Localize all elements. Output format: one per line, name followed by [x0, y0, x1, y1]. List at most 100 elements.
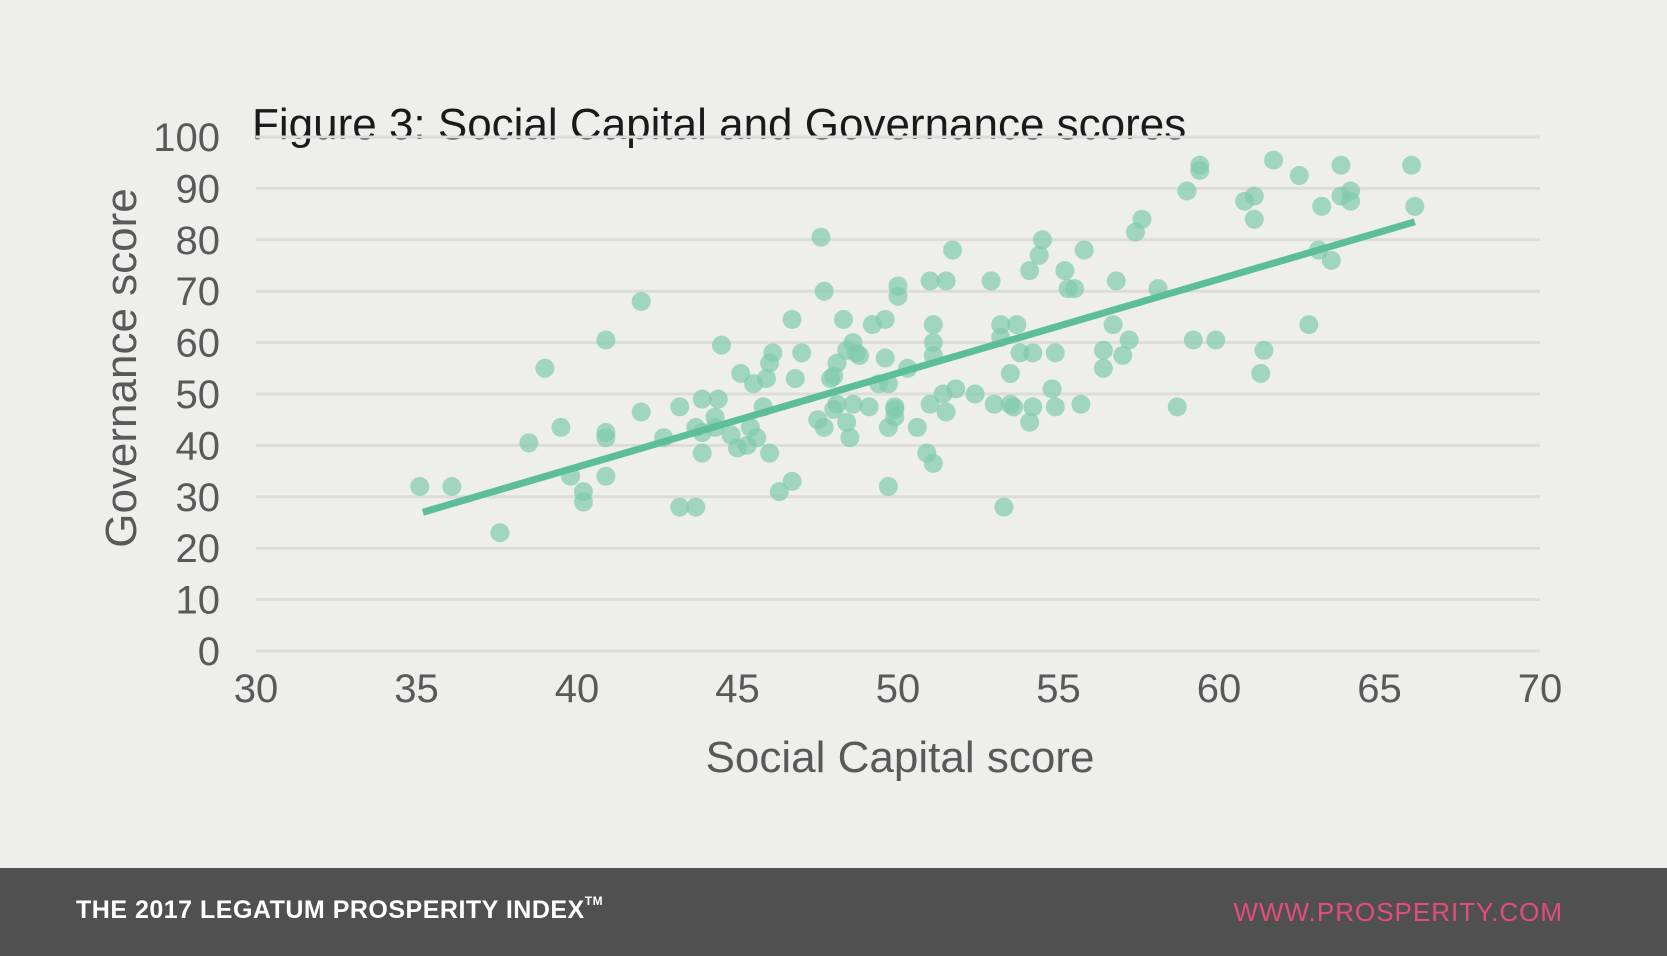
data-point — [1405, 196, 1425, 216]
data-point — [782, 309, 802, 329]
trendline-group — [421, 218, 1416, 516]
data-point — [410, 477, 430, 497]
data-points — [410, 150, 1425, 543]
data-point — [769, 482, 789, 502]
data-point — [747, 428, 767, 448]
data-point — [596, 466, 616, 486]
data-point — [1000, 363, 1020, 383]
data-point — [1032, 230, 1052, 250]
data-point — [811, 227, 831, 247]
data-point — [692, 443, 712, 463]
data-point — [1103, 315, 1123, 335]
footer-brand-text: THE 2017 LEGATUM PROSPERITY INDEX — [76, 896, 585, 924]
data-point — [907, 417, 927, 437]
data-point — [888, 276, 908, 296]
data-point — [763, 343, 783, 363]
data-point — [885, 407, 905, 427]
scatter-chart: Figure 3: Social Capital and Governance … — [97, 100, 1563, 782]
data-point — [923, 315, 943, 335]
y-tick-label: 70 — [176, 270, 221, 314]
grid-lines — [256, 135, 1540, 653]
y-tick-label: 10 — [176, 579, 221, 623]
x-tick-label: 40 — [555, 667, 600, 711]
data-point — [785, 369, 805, 389]
data-point — [946, 379, 966, 399]
data-point — [1289, 166, 1309, 186]
y-tick-label: 30 — [176, 476, 221, 520]
data-point — [756, 369, 776, 389]
data-point — [686, 497, 706, 517]
data-point — [1074, 240, 1094, 260]
data-point — [920, 271, 940, 291]
data-point — [859, 397, 879, 417]
data-point — [1023, 343, 1043, 363]
data-point — [442, 477, 462, 497]
data-point — [1190, 160, 1210, 180]
data-point — [708, 389, 728, 409]
data-point — [731, 363, 751, 383]
data-point — [1023, 397, 1043, 417]
data-point — [943, 240, 963, 260]
data-point — [490, 523, 510, 543]
data-point — [1183, 330, 1203, 350]
x-tick-label: 70 — [1518, 667, 1563, 711]
chart-title: Figure 3: Social Capital and Governance … — [252, 100, 1186, 149]
data-point — [814, 417, 834, 437]
data-point — [670, 497, 690, 517]
x-tick-label: 30 — [234, 667, 279, 711]
data-point — [827, 394, 847, 414]
data-point — [1244, 186, 1264, 206]
data-point — [1004, 397, 1024, 417]
data-point — [875, 309, 895, 329]
data-point — [792, 343, 812, 363]
data-point — [1042, 379, 1062, 399]
y-tick-label: 20 — [176, 527, 221, 571]
data-point — [1341, 191, 1361, 211]
data-point — [1177, 181, 1197, 201]
x-tick-label: 60 — [1197, 667, 1242, 711]
data-point — [1206, 330, 1226, 350]
data-point — [596, 428, 616, 448]
data-point — [984, 394, 1004, 414]
data-point — [849, 345, 869, 365]
trendline — [421, 218, 1416, 516]
data-point — [981, 271, 1001, 291]
y-tick-label: 40 — [176, 424, 221, 468]
data-point — [1251, 363, 1271, 383]
x-axis-title: Social Capital score — [706, 733, 1095, 782]
data-point — [631, 291, 651, 311]
data-point — [1321, 250, 1341, 270]
data-point — [923, 453, 943, 473]
y-tick-label: 100 — [153, 116, 220, 160]
x-tick-label: 45 — [715, 667, 760, 711]
data-point — [1119, 330, 1139, 350]
data-point — [1093, 358, 1113, 378]
data-point — [1045, 343, 1065, 363]
trademark-mark: TM — [584, 893, 604, 908]
data-point — [840, 428, 860, 448]
data-point — [1045, 397, 1065, 417]
data-point — [1106, 271, 1126, 291]
data-point — [1254, 340, 1274, 360]
data-point — [1055, 261, 1075, 281]
y-tick-label: 60 — [176, 322, 221, 366]
data-point — [519, 433, 539, 453]
data-point — [1093, 340, 1113, 360]
data-point — [551, 417, 571, 437]
data-point — [936, 402, 956, 422]
data-point — [1071, 394, 1091, 414]
data-point — [573, 492, 593, 512]
x-tick-label: 65 — [1357, 667, 1402, 711]
data-point — [1312, 196, 1332, 216]
footer-website-link[interactable]: WWW.PROSPERITY.COM — [1233, 897, 1563, 927]
data-point — [936, 271, 956, 291]
y-axis-title: Governance score — [97, 188, 146, 548]
data-point — [1029, 245, 1049, 265]
footer-bar: THE 2017 LEGATUM PROSPERITY INDEXTM WWW.… — [0, 868, 1667, 956]
data-point — [535, 358, 555, 378]
data-point — [670, 397, 690, 417]
data-point — [1167, 397, 1187, 417]
x-tick-label: 55 — [1036, 667, 1081, 711]
data-point — [1020, 261, 1040, 281]
